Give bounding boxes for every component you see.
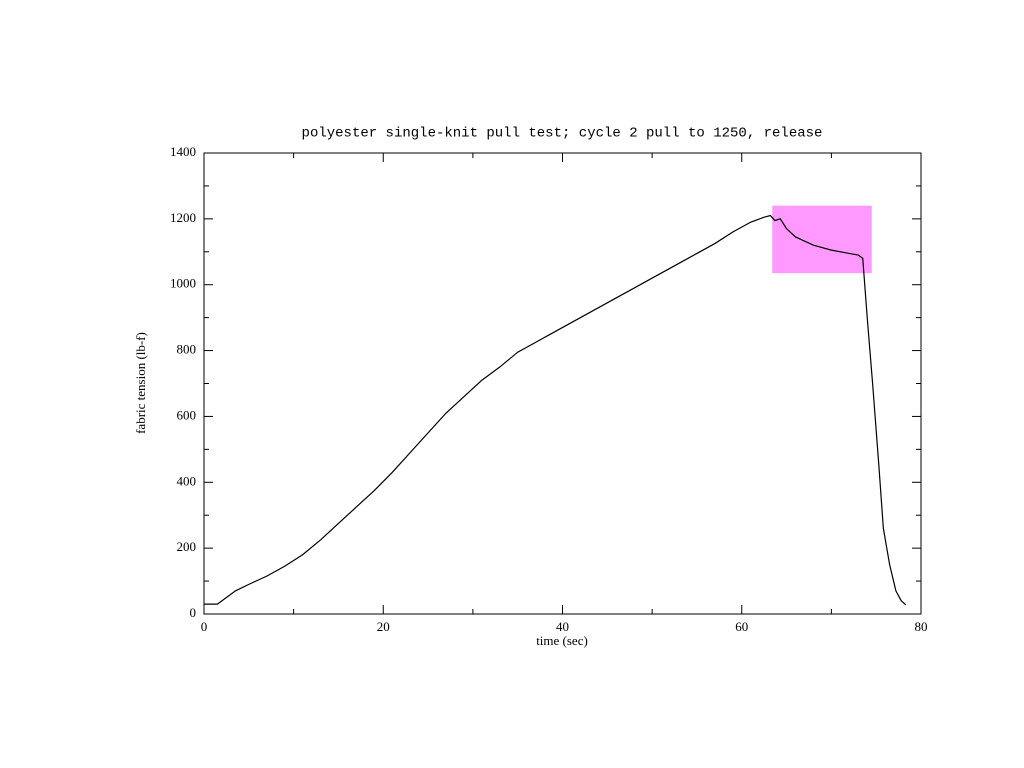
- y-axis-label: fabric tension (lb-f): [133, 332, 148, 434]
- y-tick-label: 800: [177, 342, 197, 357]
- y-tick-label: 400: [177, 473, 197, 488]
- x-axis-label: time (sec): [536, 633, 588, 648]
- x-tick-label: 40: [556, 619, 569, 634]
- y-tick-label: 600: [177, 407, 197, 422]
- x-tick-label: 60: [735, 619, 748, 634]
- x-tick-label: 0: [201, 619, 208, 634]
- x-tick-label: 80: [915, 619, 928, 634]
- highlight-region: [772, 205, 872, 274]
- y-tick-label: 0: [190, 605, 197, 620]
- y-tick-label: 1200: [170, 210, 196, 225]
- y-tick-label: 1000: [170, 276, 196, 291]
- chart-title: polyester single-knit pull test; cycle 2…: [302, 126, 823, 142]
- x-tick-label: 20: [377, 619, 390, 634]
- y-tick-label: 200: [177, 539, 197, 554]
- y-tick-label: 1400: [170, 144, 196, 159]
- data-line: [204, 214, 907, 606]
